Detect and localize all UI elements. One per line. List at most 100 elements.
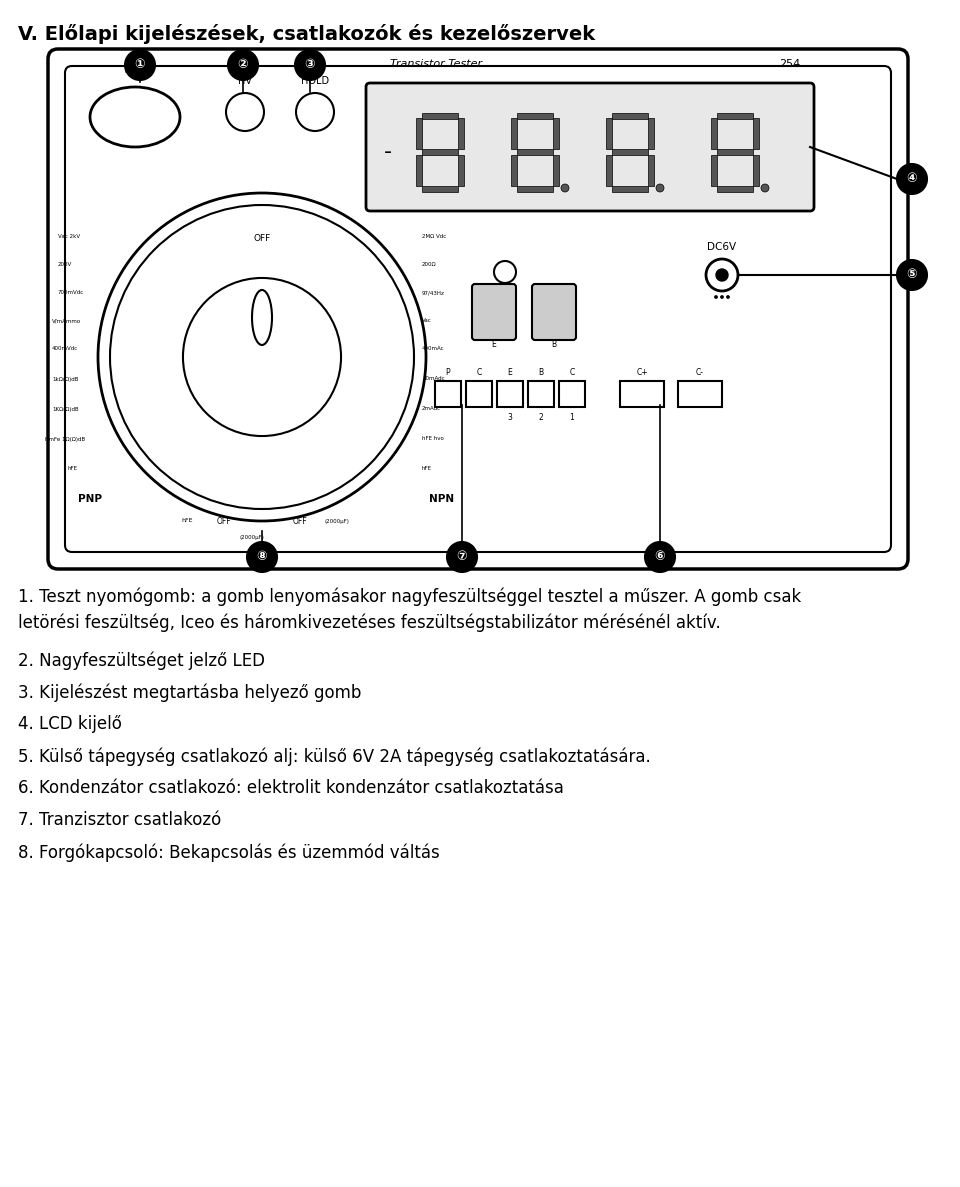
- Bar: [753, 119, 759, 148]
- Text: hmFe 1Ω(Ω)dB: hmFe 1Ω(Ω)dB: [45, 437, 85, 442]
- Text: 254: 254: [779, 59, 800, 69]
- Text: 2MΩ Vdc: 2MΩ Vdc: [422, 235, 446, 240]
- Bar: [466, 381, 492, 407]
- Circle shape: [721, 296, 724, 298]
- Text: ⑥: ⑥: [655, 551, 665, 564]
- Text: 400mVdc: 400mVdc: [52, 347, 79, 351]
- Text: (2000μF): (2000μF): [324, 519, 349, 523]
- Text: 2. Nagyfeszültséget jelző LED: 2. Nagyfeszültséget jelző LED: [18, 650, 265, 669]
- Circle shape: [645, 542, 675, 572]
- Text: 5. Külső tápegység csatlakozó alj: külső 6V 2A tápegység csatlakoztatására.: 5. Külső tápegység csatlakozó alj: külső…: [18, 747, 651, 766]
- Text: OFF: OFF: [293, 516, 307, 526]
- Text: Vac 2kV: Vac 2kV: [58, 235, 80, 240]
- Bar: [458, 119, 464, 148]
- Text: ①: ①: [134, 58, 145, 71]
- Text: 1kΩ(Ω)dB: 1kΩ(Ω)dB: [52, 376, 79, 381]
- Text: NPN: NPN: [429, 494, 455, 504]
- Text: 3: 3: [508, 413, 513, 423]
- Text: 200V: 200V: [58, 262, 72, 267]
- Text: 1KΩ(Ω)dB: 1KΩ(Ω)dB: [52, 406, 79, 412]
- Text: 97/43Hz: 97/43Hz: [422, 291, 444, 296]
- Text: V. Előlapi kijelészések, csatlakozók és kezelőszervek: V. Előlapi kijelészések, csatlakozók és …: [18, 24, 595, 44]
- Circle shape: [727, 296, 730, 298]
- Text: C-: C-: [696, 368, 704, 377]
- Text: B: B: [551, 339, 557, 349]
- Text: V/mAmmo: V/mAmmo: [52, 318, 82, 324]
- Bar: [553, 119, 559, 148]
- Bar: [511, 155, 517, 185]
- Bar: [606, 155, 612, 185]
- Circle shape: [706, 259, 738, 291]
- Bar: [553, 155, 559, 185]
- Text: 200Ω: 200Ω: [422, 262, 437, 267]
- Text: 6. Kondenzátor csatlakozó: elektrolit kondenzátor csatlakoztatása: 6. Kondenzátor csatlakozó: elektrolit ko…: [18, 779, 564, 796]
- Text: C: C: [569, 368, 575, 377]
- Text: HV: HV: [238, 76, 252, 85]
- Text: Transistor Tester: Transistor Tester: [390, 59, 482, 69]
- Circle shape: [110, 205, 414, 509]
- Text: ②: ②: [238, 58, 249, 71]
- Circle shape: [183, 278, 341, 436]
- Circle shape: [125, 50, 155, 80]
- Bar: [612, 148, 648, 155]
- Bar: [648, 155, 654, 185]
- Text: -: -: [384, 142, 392, 161]
- Text: C+: C+: [636, 368, 648, 377]
- Text: 400mAc: 400mAc: [422, 347, 444, 351]
- Bar: [717, 185, 753, 192]
- Text: 2mAdc: 2mAdc: [422, 406, 442, 412]
- Text: letörési feszültség, Iceo és háromkivezetéses feszültségstabilizátor mérésénél a: letörési feszültség, Iceo és háromkiveze…: [18, 612, 721, 631]
- Text: OFF: OFF: [217, 516, 231, 526]
- Bar: [753, 155, 759, 185]
- Text: hFE: hFE: [422, 466, 432, 471]
- Text: ⑤: ⑤: [906, 268, 918, 281]
- Circle shape: [98, 193, 426, 521]
- Text: 7. Tranzisztor csatlakozó: 7. Tranzisztor csatlakozó: [18, 811, 221, 829]
- FancyBboxPatch shape: [366, 83, 814, 211]
- Text: 8. Forgókapcsoló: Bekapcsolás és üzemmód váltás: 8. Forgókapcsoló: Bekapcsolás és üzemmód…: [18, 843, 440, 862]
- Bar: [517, 148, 553, 155]
- Circle shape: [656, 184, 664, 192]
- FancyBboxPatch shape: [472, 284, 516, 339]
- Text: OFF: OFF: [253, 234, 271, 243]
- Text: 4. LCD kijelő: 4. LCD kijelő: [18, 715, 122, 734]
- Bar: [612, 185, 648, 192]
- FancyBboxPatch shape: [65, 66, 891, 552]
- Circle shape: [716, 269, 728, 281]
- Text: hFE: hFE: [68, 466, 78, 471]
- Text: ⑦: ⑦: [457, 551, 468, 564]
- Text: DC6V: DC6V: [708, 242, 736, 252]
- Bar: [422, 185, 458, 192]
- Bar: [559, 381, 585, 407]
- Circle shape: [897, 164, 927, 193]
- Text: 1. Teszt nyomógomb: a gomb lenyomásakor nagyfeszültséggel tesztel a műszer. A go: 1. Teszt nyomógomb: a gomb lenyomásakor …: [18, 588, 802, 605]
- Bar: [416, 155, 422, 185]
- Text: E: E: [508, 368, 513, 377]
- Bar: [435, 381, 461, 407]
- Circle shape: [247, 542, 277, 572]
- Text: B: B: [539, 368, 543, 377]
- Bar: [711, 155, 717, 185]
- Bar: [517, 185, 553, 192]
- Ellipse shape: [252, 290, 272, 345]
- Text: 3. Kijelészést megtartásba helyező gomb: 3. Kijelészést megtartásba helyező gomb: [18, 683, 361, 702]
- Text: 10mAdc: 10mAdc: [422, 376, 444, 381]
- Bar: [606, 119, 612, 148]
- Text: PNP: PNP: [78, 494, 102, 504]
- Circle shape: [561, 184, 569, 192]
- Circle shape: [447, 542, 477, 572]
- Bar: [497, 381, 523, 407]
- Ellipse shape: [90, 87, 180, 147]
- Bar: [422, 113, 458, 119]
- Bar: [711, 119, 717, 148]
- Text: P: P: [445, 368, 450, 377]
- Bar: [517, 113, 553, 119]
- Bar: [528, 381, 554, 407]
- Text: E: E: [492, 339, 496, 349]
- Text: ⑧: ⑧: [256, 551, 267, 564]
- Text: 700mVdc: 700mVdc: [58, 291, 84, 296]
- Bar: [648, 119, 654, 148]
- Bar: [511, 119, 517, 148]
- Text: hFE hvo: hFE hvo: [422, 437, 444, 442]
- Text: 2: 2: [539, 413, 543, 423]
